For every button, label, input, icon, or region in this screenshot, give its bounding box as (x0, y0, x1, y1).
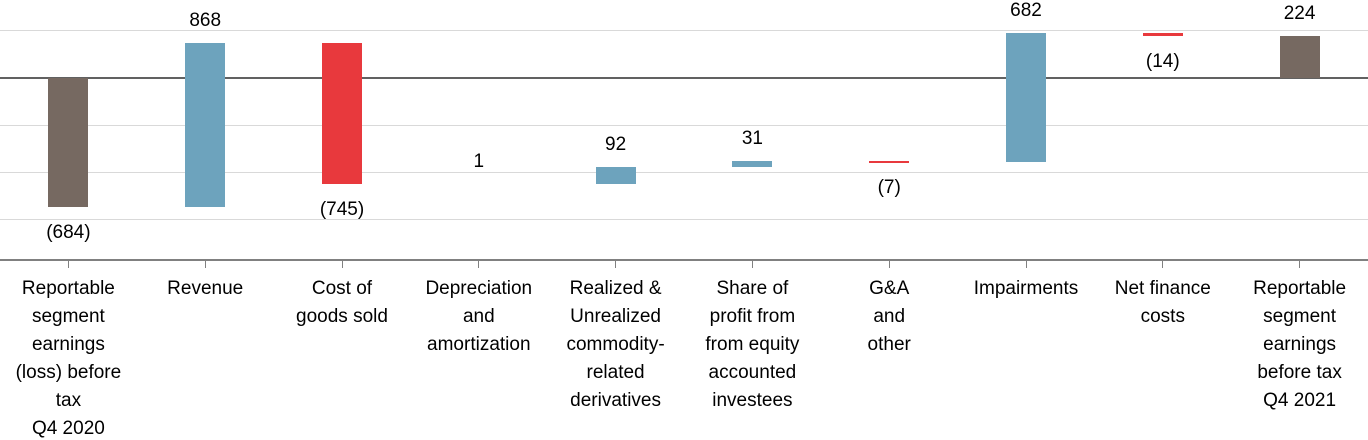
category-axis-line (0, 258, 1368, 261)
data-label-share-of-profit-equity-investees: 31 (741, 127, 763, 149)
category-label-revenue: Revenue (137, 275, 274, 303)
category-label-line: derivatives (570, 390, 661, 411)
data-label-net-finance-costs: (14) (1145, 50, 1180, 72)
gridline (0, 30, 1368, 32)
axis-tick (888, 258, 890, 268)
category-label-line: Realized & (569, 278, 662, 299)
category-label-ga-and-other: G&A and other (821, 275, 958, 359)
gridline (0, 172, 1368, 174)
category-label-line: before tax (1257, 362, 1342, 383)
axis-tick (478, 258, 480, 268)
category-label-line: Q4 2021 (1263, 390, 1337, 411)
category-label-line: Reportable (21, 278, 115, 299)
category-label-line: related (586, 362, 645, 383)
category-label-cost-of-goods-sold: Cost of goods sold (274, 275, 411, 331)
bar-cost-of-goods-sold (322, 43, 362, 185)
category-label-line: Net finance (1114, 278, 1211, 299)
category-label-line: Impairments (973, 278, 1079, 299)
category-label-line: investees (712, 390, 793, 411)
category-label-line: tax (55, 390, 82, 411)
bar-realized-unrealized-commodity-derivatives (595, 166, 636, 184)
category-label-line: profit from (709, 306, 796, 327)
gridline (0, 219, 1368, 221)
category-label-line: Unrealized (570, 306, 661, 327)
bar-net-finance-costs (1142, 32, 1183, 36)
data-label-impairments: 682 (1010, 0, 1042, 21)
data-label-depreciation-and-amortization: 1 (473, 151, 485, 172)
axis-tick (341, 258, 343, 268)
category-label-line: costs (1140, 306, 1185, 327)
axis-tick (67, 258, 69, 268)
gridline (0, 124, 1368, 126)
category-label-realized-unrealized-commodity-derivatives: Realized & Unrealized commodity-related der… (547, 275, 684, 415)
zero-line (0, 77, 1368, 79)
category-label-line: Q4 2020 (31, 418, 105, 439)
axis-tick (204, 258, 206, 268)
axis-tick (1025, 258, 1027, 268)
category-label-line: amortization (427, 334, 531, 355)
bar-reportable-segment-earnings-q4-2020 (48, 78, 89, 208)
bar-impairments (1006, 32, 1046, 163)
category-label-line: other (867, 334, 911, 355)
category-label-net-finance-costs: Net finance costs (1094, 275, 1231, 331)
category-label-line: segment (1263, 306, 1337, 327)
data-label-cost-of-goods-sold: (745) (319, 199, 365, 221)
category-label-share-of-profit-equity-investees: Share of profit from from equity accounted i… (684, 275, 821, 415)
category-label-line: G&A (869, 278, 910, 299)
data-label-revenue: 868 (189, 10, 222, 32)
bar-ga-and-other (869, 160, 910, 163)
category-label-reportable-segment-earnings-q4-2020: Reportable segment earnings (loss) before ta… (0, 275, 137, 440)
bar-share-of-profit-equity-investees (732, 160, 773, 167)
category-label-line: goods sold (296, 306, 388, 327)
category-label-line: Cost of (311, 278, 373, 299)
category-label-line: and (873, 306, 906, 327)
axis-tick (1299, 258, 1301, 268)
category-label-impairments: Impairments (958, 275, 1095, 303)
category-label-depreciation-and-amortization: Depreciation and amortization (410, 275, 547, 359)
axis-tick (615, 258, 617, 268)
data-label-reportable-segment-earnings-q4-2020: (684) (46, 222, 91, 244)
category-label-line: from equity (705, 334, 800, 355)
category-label-line: Depreciation (425, 278, 533, 299)
category-label-line: commodity- (566, 334, 665, 355)
category-label-line: earnings (31, 334, 105, 355)
category-label-line: accounted (708, 362, 797, 383)
bar-revenue (185, 43, 226, 208)
category-label-line: Reportable (1253, 278, 1347, 299)
category-label-line: Revenue (167, 278, 244, 299)
data-label-realized-unrealized-commodity-derivatives: 92 (605, 133, 627, 155)
axis-tick (1162, 258, 1164, 268)
category-label-reportable-segment-earnings-q4-2021: Reportable segment earnings before tax Q4 20… (1231, 275, 1368, 415)
category-label-line: and (462, 306, 495, 327)
bar-reportable-segment-earnings-q4-2021 (1279, 35, 1320, 78)
category-label-line: Share of (716, 278, 789, 299)
category-label-line: earnings (1263, 334, 1337, 355)
axis-tick (751, 258, 753, 268)
category-label-line: segment (31, 306, 105, 327)
category-label-line: (loss) before (15, 362, 122, 383)
data-label-reportable-segment-earnings-q4-2021: 224 (1283, 2, 1316, 24)
data-label-ga-and-other: (7) (877, 177, 901, 199)
